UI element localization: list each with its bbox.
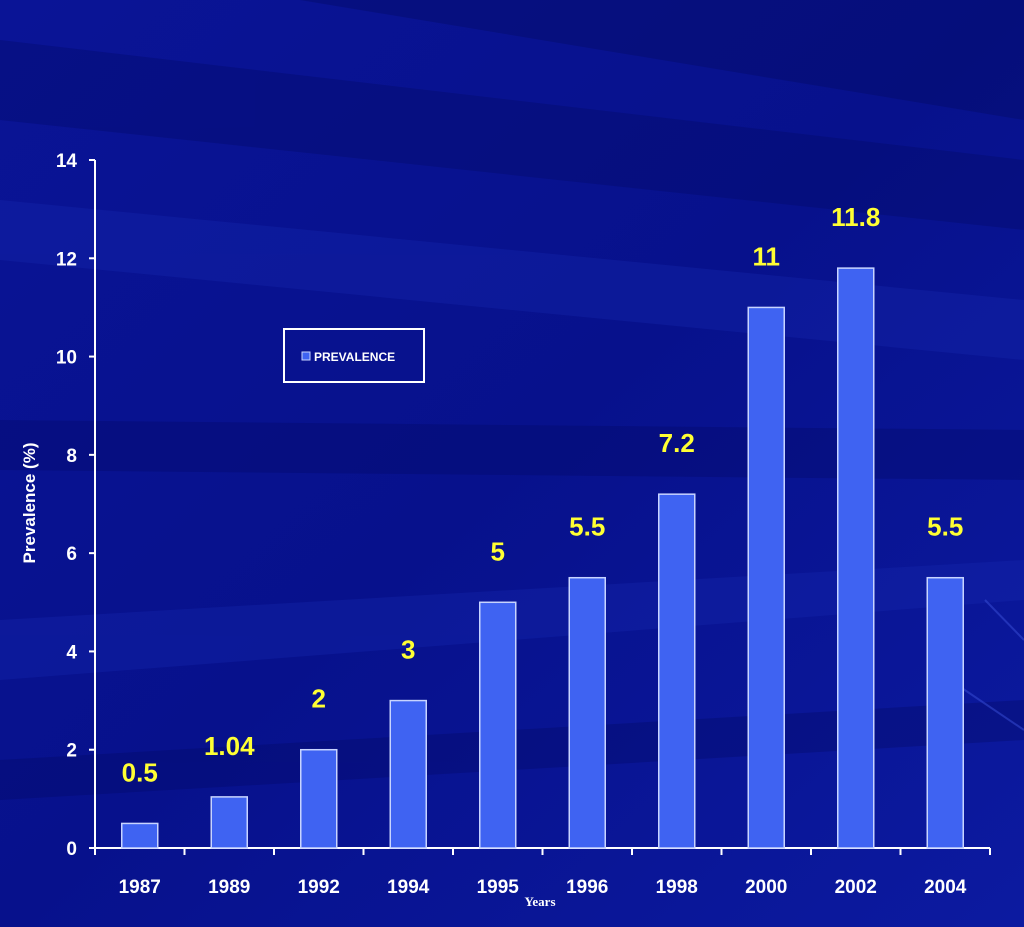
y-tick-label: 8 <box>66 446 77 467</box>
x-tick-label: 2004 <box>924 877 967 898</box>
bar <box>837 267 875 849</box>
x-axis-title: Years <box>524 894 555 909</box>
y-tick-label: 14 <box>56 151 78 172</box>
bar <box>210 796 248 849</box>
data-label: 7.2 <box>659 428 695 458</box>
y-tick-label: 0 <box>66 839 77 860</box>
data-label: 5 <box>491 536 505 566</box>
bar <box>300 748 338 849</box>
bar <box>658 493 696 849</box>
x-tick-label: 1994 <box>387 877 430 898</box>
y-axis-title: Prevalence (%) <box>20 443 39 564</box>
x-tick-label: 1987 <box>119 877 161 898</box>
legend-label-prevalence: PREVALENCE <box>314 350 395 364</box>
legend: PREVALENCE <box>283 328 425 383</box>
y-tick-label: 6 <box>66 544 77 565</box>
x-tick-label: 1998 <box>656 877 698 898</box>
x-tick-label: 2000 <box>745 877 787 898</box>
y-tick-label: 4 <box>66 642 77 663</box>
data-label: 2 <box>312 684 326 714</box>
x-tick-label: 1995 <box>477 877 520 898</box>
bar <box>479 601 517 849</box>
data-label: 5.5 <box>927 512 963 542</box>
data-label: 11.8 <box>831 202 880 232</box>
bar <box>389 699 427 849</box>
bar <box>747 306 785 849</box>
x-tick-label: 1992 <box>298 877 340 898</box>
x-axis: 1987 1989 1992 1994 1995 1996 1998 2000 2002 2004 <box>94 847 991 898</box>
y-axis: 0 2 4 6 8 10 12 14 <box>56 151 96 860</box>
data-label: 3 <box>401 635 415 665</box>
data-labels: 0.5 1.04 2 3 5 5.5 7.2 11 11.8 5.5 <box>122 202 964 787</box>
x-tick-label: 1996 <box>566 877 608 898</box>
bar <box>568 576 606 849</box>
legend-swatch-prevalence <box>301 351 311 361</box>
y-tick-label: 10 <box>56 348 77 369</box>
bar <box>926 576 964 849</box>
data-label: 1.04 <box>204 731 255 761</box>
data-label: 0.5 <box>122 757 158 787</box>
bar-series-prevalence <box>121 267 964 849</box>
y-tick-label: 12 <box>56 249 77 270</box>
x-tick-label: 2002 <box>835 877 877 898</box>
bar <box>121 822 159 849</box>
x-tick-label: 1989 <box>208 877 250 898</box>
y-tick-label: 2 <box>66 741 77 762</box>
data-label: 5.5 <box>569 512 605 542</box>
data-label: 11 <box>753 241 781 271</box>
legend-box <box>283 328 425 383</box>
